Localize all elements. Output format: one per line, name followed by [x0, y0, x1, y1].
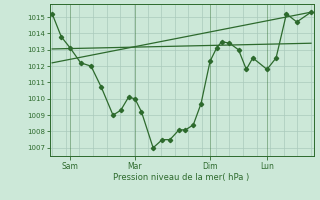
X-axis label: Pression niveau de la mer( hPa ): Pression niveau de la mer( hPa )	[114, 173, 250, 182]
